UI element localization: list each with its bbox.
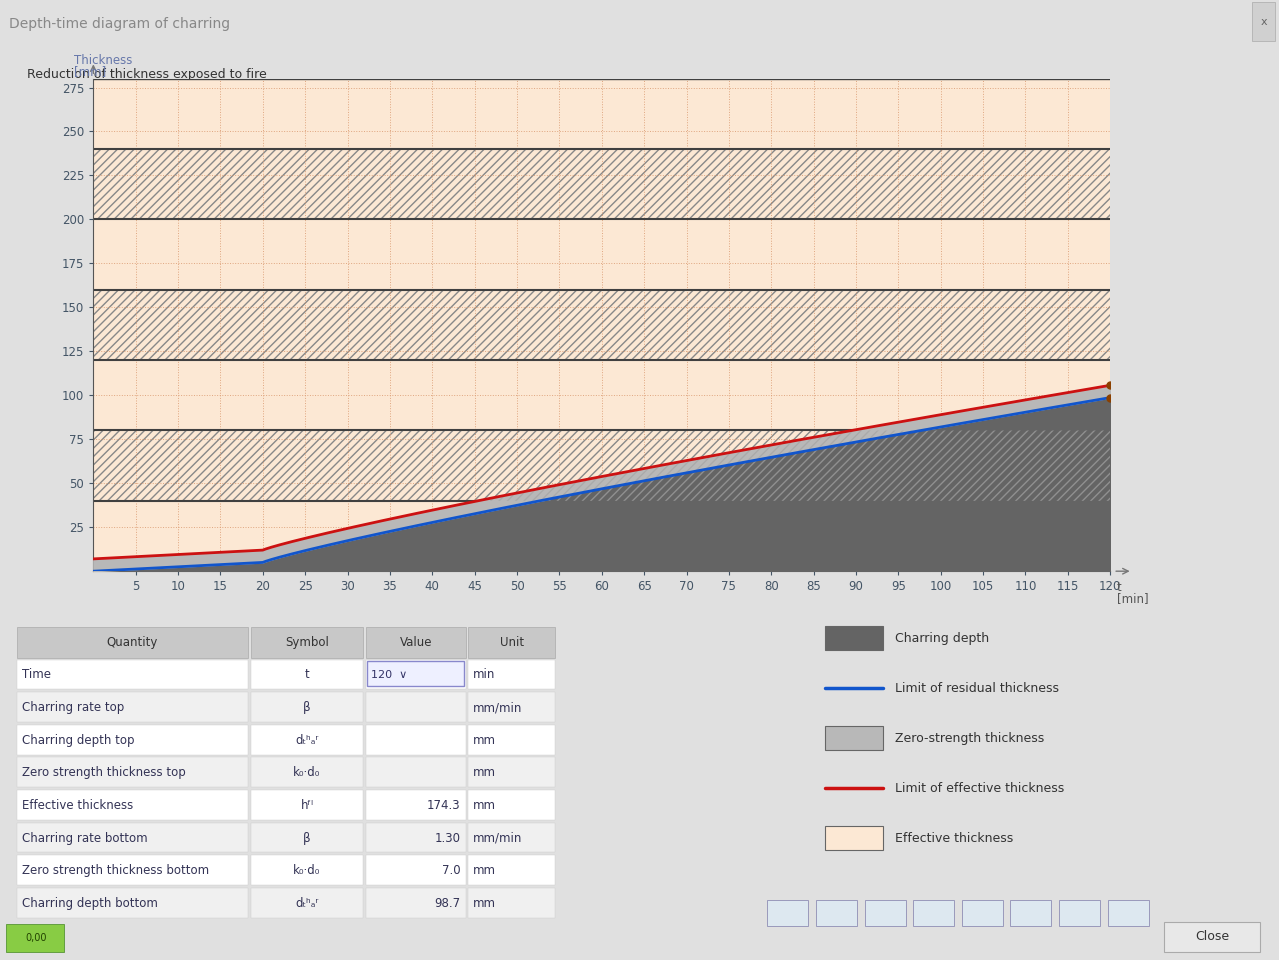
Text: β: β [303,831,311,845]
Text: Reduction of thickness exposed to fire: Reduction of thickness exposed to fire [27,68,266,82]
Text: mm: mm [473,897,496,910]
Text: hᶠᴵ: hᶠᴵ [301,799,313,812]
Text: dₜʰₐʳ: dₜʰₐʳ [295,897,318,910]
Text: x: x [1260,16,1267,27]
Text: [mm]: [mm] [74,64,106,78]
Text: Quantity: Quantity [106,636,159,649]
Text: Symbol: Symbol [285,636,329,649]
Text: Zero-strength thickness: Zero-strength thickness [895,732,1045,745]
Text: Limit of residual thickness: Limit of residual thickness [895,682,1059,695]
Text: mm: mm [473,766,496,780]
Text: Charring rate bottom: Charring rate bottom [22,831,147,845]
Text: β: β [303,701,311,714]
Text: Zero strength thickness bottom: Zero strength thickness bottom [22,864,208,877]
Text: Effective thickness: Effective thickness [22,799,133,812]
Text: 120  ∨: 120 ∨ [371,670,407,680]
Text: Value: Value [399,636,432,649]
Text: Depth-time diagram of charring: Depth-time diagram of charring [9,16,230,31]
Text: Zero strength thickness top: Zero strength thickness top [22,766,185,780]
Text: t: t [304,668,310,682]
Text: Limit of effective thickness: Limit of effective thickness [895,781,1064,795]
Text: mm: mm [473,864,496,877]
Bar [1252,2,1275,41]
Text: 98.7: 98.7 [435,897,460,910]
Text: Close: Close [1195,930,1229,944]
Text: Effective thickness: Effective thickness [895,831,1013,845]
Text: dₜʰₐʳ: dₜʰₐʳ [295,733,318,747]
Text: min: min [473,668,495,682]
Text: Charring depth: Charring depth [895,632,990,645]
Text: 0,00: 0,00 [26,933,46,943]
Text: 7.0: 7.0 [441,864,460,877]
Text: Time: Time [22,668,51,682]
Text: Charring rate top: Charring rate top [22,701,124,714]
Text: 1.30: 1.30 [435,831,460,845]
Text: mm: mm [473,799,496,812]
Text: mm/min: mm/min [473,701,523,714]
Text: mm/min: mm/min [473,831,523,845]
Text: mm: mm [473,733,496,747]
Text: k₀·d₀: k₀·d₀ [293,864,321,877]
Text: 174.3: 174.3 [427,799,460,812]
Text: [min]: [min] [1117,592,1149,606]
Text: Unit: Unit [500,636,523,649]
Text: Charring depth top: Charring depth top [22,733,134,747]
Text: Charring depth bottom: Charring depth bottom [22,897,157,910]
Text: Thickness: Thickness [74,54,133,67]
Text: k₀·d₀: k₀·d₀ [293,766,321,780]
Text: t: t [1117,581,1122,594]
